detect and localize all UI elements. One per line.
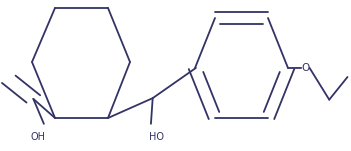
Text: OH: OH: [31, 132, 45, 142]
Text: HO: HO: [149, 132, 164, 142]
Text: O: O: [301, 63, 310, 73]
